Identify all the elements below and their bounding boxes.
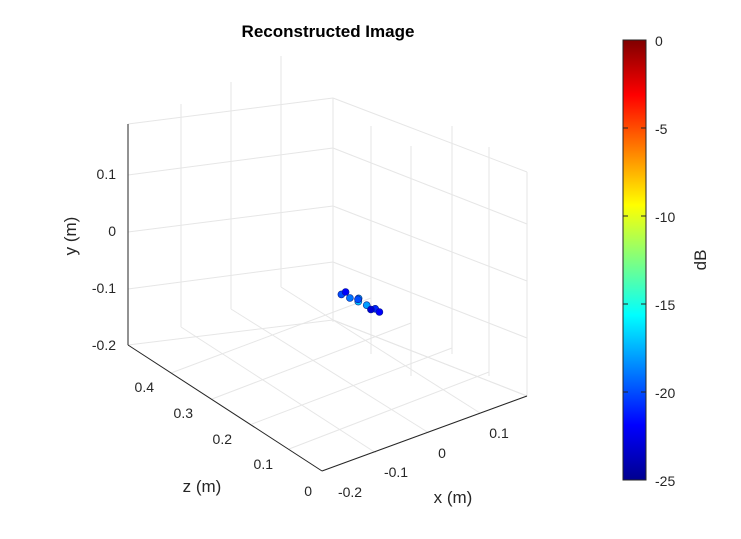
z-axis-label: z (m) (183, 477, 222, 496)
colorbar-tick-labels: 0 -5 -10 -15 -20 -25 (655, 33, 675, 489)
y-axis-label: y (m) (61, 217, 80, 256)
y-tick-label: 0.1 (97, 166, 117, 182)
colorbar-tick-label: -25 (655, 473, 675, 489)
z-ticks: 0 0.1 0.2 0.3 0.4 (135, 379, 313, 499)
axis-lines (127, 124, 528, 472)
y-tick-label: -0.2 (92, 337, 116, 353)
x-tick-label: -0.1 (384, 464, 408, 480)
chart-title: Reconstructed Image (242, 22, 415, 41)
z-tick-label: 0.1 (254, 456, 274, 472)
z-tick-label: 0 (304, 483, 312, 499)
y-tick-label: 0 (108, 223, 116, 239)
y-ticks: -0.2 -0.1 0 0.1 (92, 166, 116, 353)
data-point (375, 308, 384, 316)
x-tick-label: 0 (438, 445, 446, 461)
z-tick-label: 0.4 (135, 379, 155, 395)
colorbar (622, 39, 647, 481)
colorbar-label: dB (691, 250, 710, 271)
data-point (346, 294, 354, 302)
colorbar-tick-label: -10 (655, 209, 675, 225)
data-point (367, 305, 375, 314)
colorbar-ticks (623, 127, 646, 393)
colorbar-tick-label: -5 (655, 121, 668, 137)
colorbar-tick-label: -15 (655, 297, 675, 313)
z-tick-label: 0.2 (213, 431, 233, 447)
x-ticks: -0.2 -0.1 0 0.1 (338, 425, 509, 500)
z-tick-label: 0.3 (174, 405, 194, 421)
colorbar-tick-label: -20 (655, 385, 675, 401)
x-axis-label: x (m) (434, 488, 473, 507)
x-tick-label: -0.2 (338, 484, 362, 500)
data-points (337, 288, 384, 316)
y-tick-label: -0.1 (92, 280, 116, 296)
colorbar-tick-label: 0 (655, 33, 663, 49)
x-tick-label: 0.1 (489, 425, 509, 441)
data-point (354, 295, 362, 304)
data-point (341, 288, 350, 296)
